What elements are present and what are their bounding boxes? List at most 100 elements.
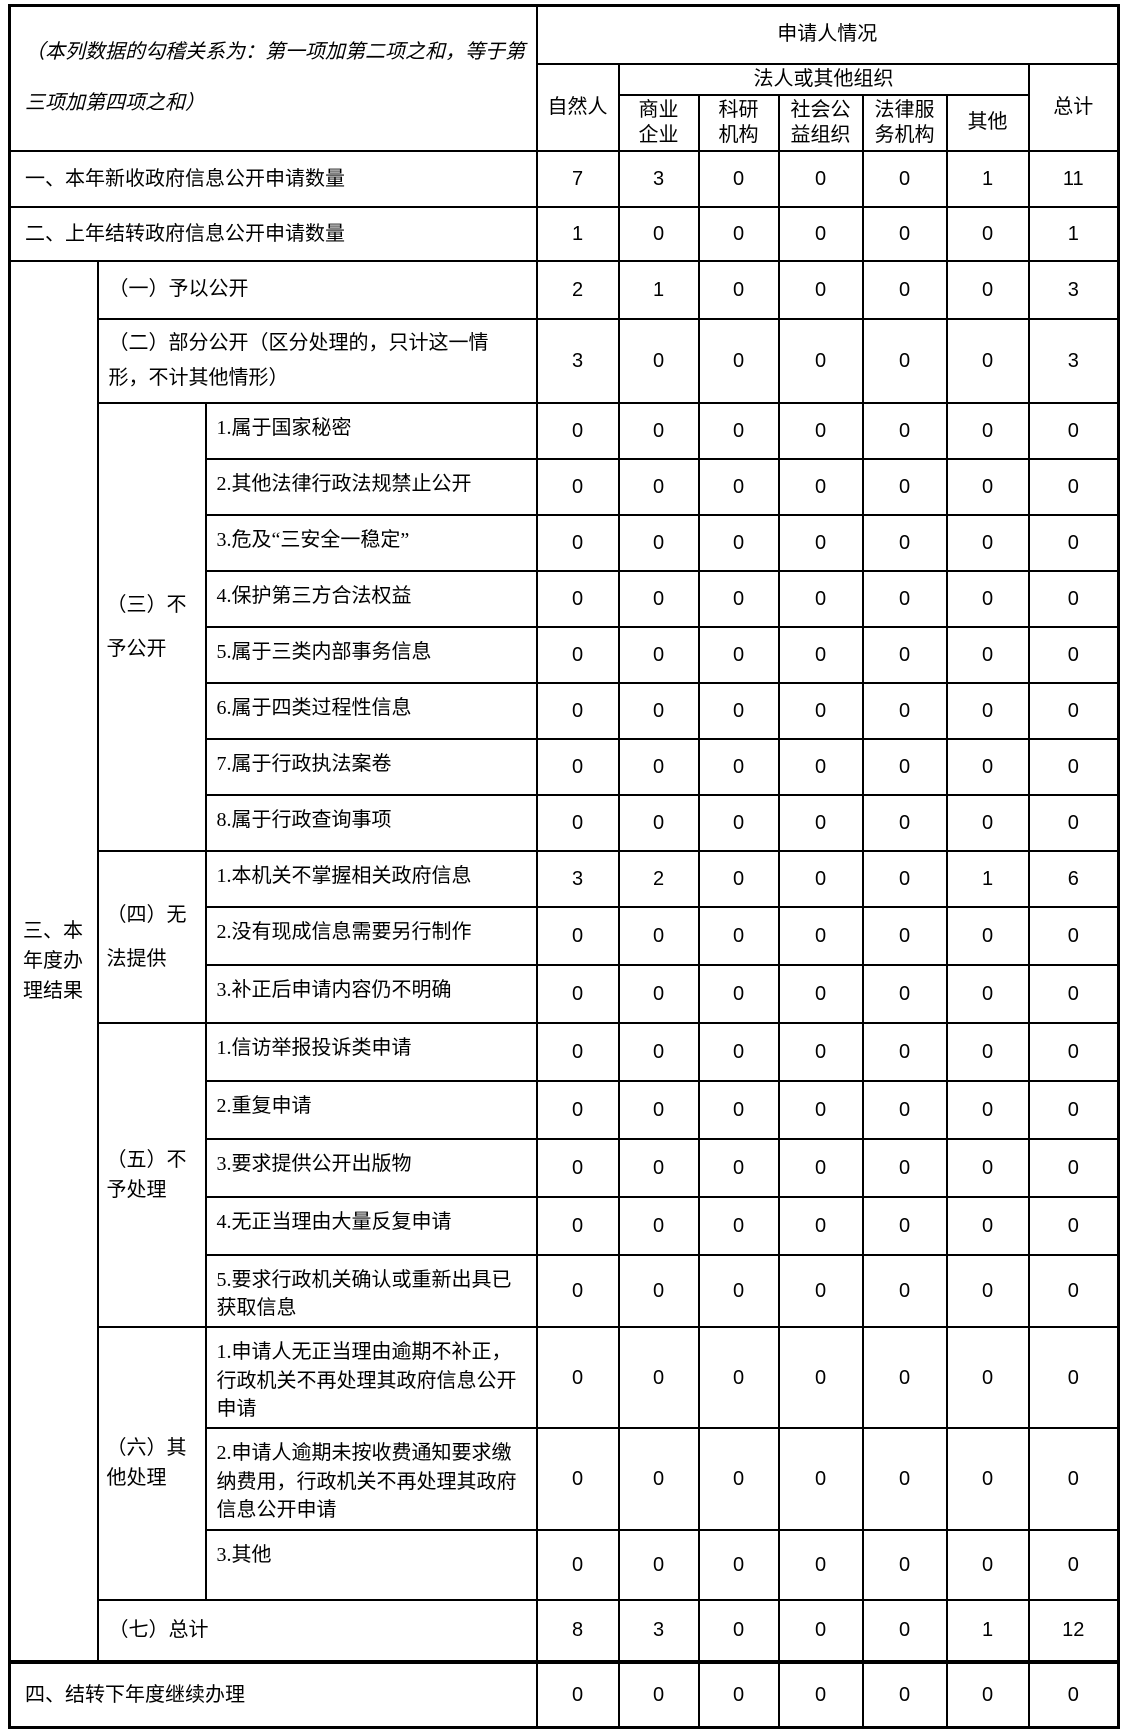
value-cell: 0 [535,569,620,628]
value-cell: 0 [697,401,780,460]
value-cell: 0 [617,317,700,404]
value-cell: 0 [945,401,1030,460]
table-row: （七）总计 8 3 0 0 0 1 12 [10,1598,1120,1663]
value-cell: 1 [535,205,620,262]
value-cell: 0 [945,205,1030,262]
value-cell: 0 [777,1195,864,1256]
row-label: 一、本年新收政府信息公开申请数量 [8,149,538,208]
value-cell: 0 [535,1195,620,1256]
value-cell: 0 [1027,625,1120,684]
item-label: 5.要求行政机关确认或重新出具已获取信息 [204,1253,538,1329]
value-cell: 0 [697,963,780,1024]
group-label: （七）总计 [96,1598,538,1663]
value-cell: 0 [1027,401,1120,460]
value-cell: 0 [697,205,780,262]
item-label: 1.本机关不掌握相关政府信息 [204,849,538,908]
value-cell: 0 [861,1253,948,1329]
value-cell: 0 [697,905,780,966]
col-header-commercial: 商业 企业 [617,93,700,152]
value-cell: 0 [945,569,1030,628]
value-cell: 0 [945,963,1030,1024]
value-cell: 0 [697,681,780,740]
value-cell: 0 [861,1137,948,1198]
value-cell: 0 [697,569,780,628]
value-cell: 0 [1027,569,1120,628]
value-cell: 0 [861,1021,948,1082]
value-cell: 0 [945,1137,1030,1198]
value-cell: 12 [1027,1598,1120,1663]
table-row: （本列数据的勾稽关系为：第一项加第二项之和，等于第三项加第四项之和） 申请人情况 [8,4,1120,152]
value-cell: 1 [945,149,1030,208]
value-cell: 0 [617,1427,700,1531]
value-cell: 0 [535,625,620,684]
value-cell: 0 [861,1659,948,1729]
group-label: （三）不 予公开 [96,401,207,852]
value-cell: 0 [861,317,948,404]
value-cell: 0 [777,1528,864,1601]
value-cell: 0 [777,849,864,908]
value-cell: 0 [697,457,780,516]
section-label: 三、本 年度办 理结果 [8,259,99,1663]
value-cell: 0 [777,963,864,1024]
item-label: 3.危及“三安全一稳定” [204,513,538,572]
value-cell: 0 [777,1659,864,1729]
value-cell: 0 [777,401,864,460]
value-cell: 0 [617,963,700,1024]
value-cell: 0 [777,625,864,684]
value-cell: 0 [861,205,948,262]
value-cell: 7 [535,149,620,208]
value-cell: 2 [535,259,620,320]
value-cell: 0 [617,737,700,796]
value-cell: 0 [535,793,620,852]
group-label: （四）无 法提供 [96,849,207,1024]
value-cell: 0 [617,1137,700,1198]
value-cell: 0 [697,317,780,404]
item-label: 2.没有现成信息需要另行制作 [204,905,538,966]
col-header-other: 其他 [945,93,1030,152]
row-label: 二、上年结转政府信息公开申请数量 [8,205,538,262]
value-cell: 0 [945,1253,1030,1329]
value-cell: 6 [1027,849,1120,908]
value-cell: 0 [777,259,864,320]
value-cell: 0 [697,149,780,208]
value-cell: 0 [697,1137,780,1198]
value-cell: 0 [617,1079,700,1140]
value-cell: 1 [617,259,700,320]
item-label: 8.属于行政查询事项 [204,793,538,852]
value-cell: 0 [697,793,780,852]
value-cell: 0 [861,963,948,1024]
item-label: 7.属于行政执法案卷 [204,737,538,796]
value-cell: 0 [777,1427,864,1531]
item-label: 3.要求提供公开出版物 [204,1137,538,1198]
value-cell: 0 [945,513,1030,572]
value-cell: 0 [617,1528,700,1601]
value-cell: 3 [1027,259,1120,320]
row-label: 四、结转下年度继续办理 [8,1659,538,1729]
value-cell: 0 [1027,1326,1120,1430]
item-label: 4.保护第三方合法权益 [204,569,538,628]
value-cell: 0 [945,1195,1030,1256]
value-cell: 0 [535,1253,620,1329]
value-cell: 0 [945,317,1030,404]
value-cell: 0 [535,1079,620,1140]
value-cell: 0 [617,1326,700,1430]
value-cell: 0 [697,1528,780,1601]
value-cell: 0 [945,1659,1030,1729]
value-cell: 0 [617,1253,700,1329]
table-row: （六）其 他处理 1.申请人无正当理由逾期不补正，行政机关不再处理其政府信息公开… [10,1326,1120,1601]
value-cell: 0 [1027,1137,1120,1198]
value-cell: 0 [535,681,620,740]
value-cell: 0 [697,849,780,908]
value-cell: 0 [617,1021,700,1082]
